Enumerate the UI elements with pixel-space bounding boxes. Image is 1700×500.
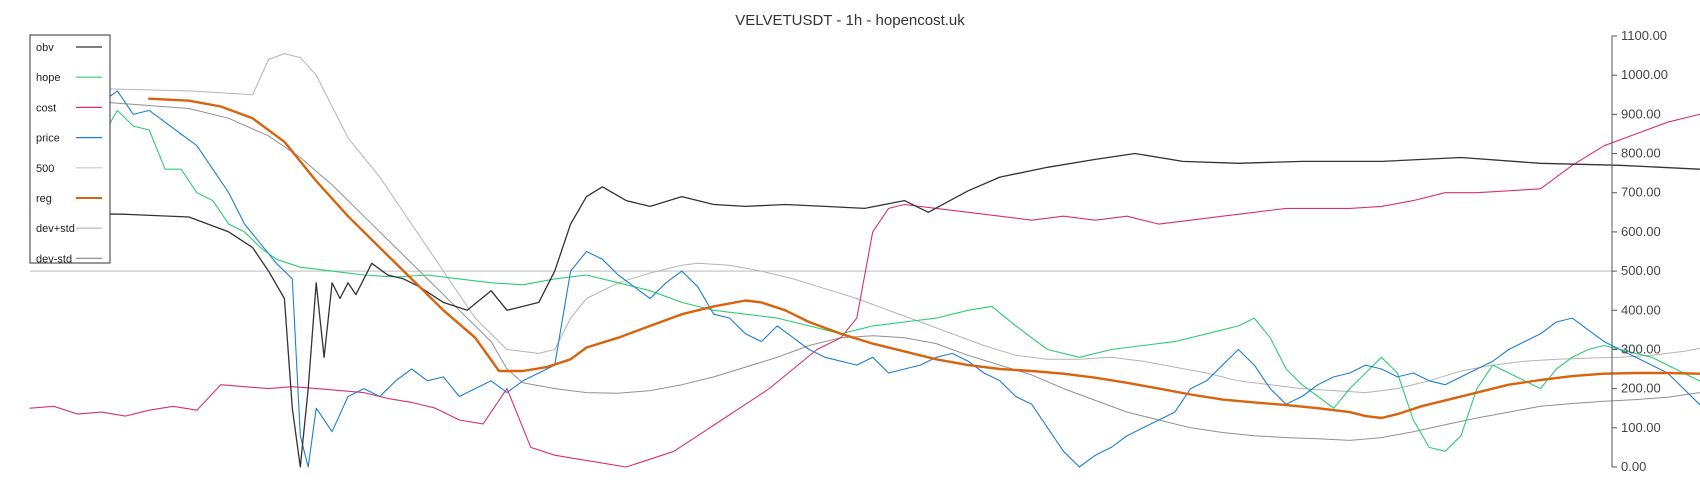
- y-tick-label: 100.00: [1621, 420, 1661, 435]
- legend-label: dev-std: [36, 253, 72, 265]
- series-line-hope: [29, 109, 1700, 452]
- legend-label: price: [36, 133, 60, 145]
- series-line-reg: [148, 97, 1700, 420]
- legend: obv hope cost price 500 reg dev+std dev-std: [29, 34, 111, 265]
- y-tick-label: 1100.00: [1621, 28, 1667, 43]
- y-tick-label: 200.00: [1621, 381, 1661, 396]
- series-lines: [29, 53, 1700, 468]
- y-tick-label: 700.00: [1621, 185, 1661, 200]
- y-tick-label: 1000.00: [1621, 67, 1668, 82]
- chart-title: VELVETUSDT - 1h - hopencost.uk: [735, 12, 965, 29]
- y-tick-label: 600.00: [1621, 224, 1661, 239]
- legend-label: dev+std: [36, 223, 75, 235]
- series-line-dev-std: [29, 98, 1700, 441]
- legend-label: obv: [36, 42, 54, 54]
- legend-label: reg: [36, 193, 52, 205]
- legend-box: [29, 34, 111, 264]
- series-line-price: [29, 90, 1700, 468]
- y-tick-label: 300.00: [1621, 341, 1661, 356]
- legend-label: cost: [36, 102, 56, 114]
- legend-label: hope: [36, 72, 60, 84]
- y-tick-label: 0.00: [1621, 459, 1646, 474]
- series-line-dev-std: [29, 53, 1700, 394]
- y-tick-label: 900.00: [1621, 106, 1661, 121]
- series-line-cost: [29, 113, 1700, 468]
- series-line-obv: [29, 152, 1700, 468]
- y-tick-label: 400.00: [1621, 302, 1661, 317]
- y-axis-ticks: 0.00 100.00 200.00 300.00 400.00 500.00 600.00…: [1612, 28, 1668, 474]
- legend-label: 500: [36, 163, 54, 175]
- y-tick-label: 800.00: [1621, 146, 1661, 161]
- y-axis: 0.00 100.00 200.00 300.00 400.00 500.00 600.00…: [1611, 28, 1668, 474]
- y-tick-label: 500.00: [1621, 263, 1661, 278]
